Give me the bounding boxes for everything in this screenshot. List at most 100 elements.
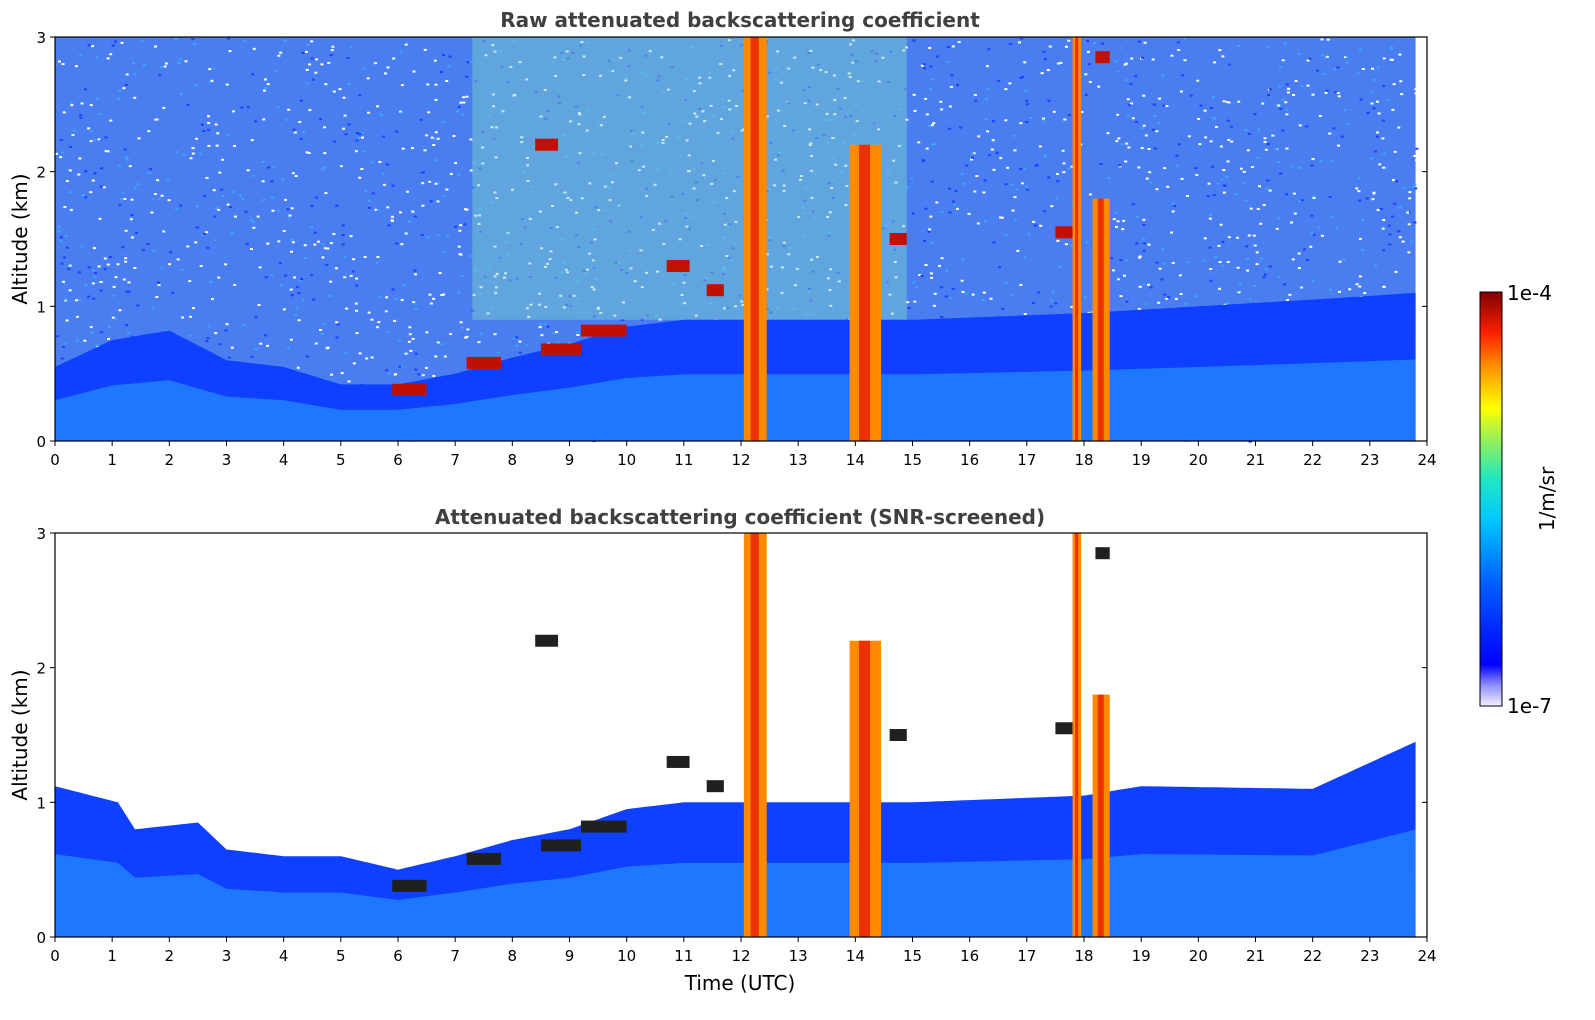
x-axis: 0 1 2 3 4 5 6 7 8 9 10 11 12 13 14 15 16 17 18 19 20 21 22 23 24	[50, 937, 1437, 965]
cloud-feature	[706, 780, 724, 793]
x-tick-label: 14	[846, 947, 865, 965]
x-tick-label: 22	[1303, 451, 1322, 469]
cloud-feature	[540, 343, 581, 356]
x-tick-label: 20	[1189, 947, 1208, 965]
precipitation-core	[1097, 198, 1104, 441]
x-axis: 0 1 2 3 4 5 6 7 8 9 10 11 12 13 14 15 16 17 18 19 20 21 22 23 24	[50, 441, 1437, 469]
cloud-feature	[706, 284, 724, 297]
cloud-feature	[466, 356, 501, 369]
x-tick-label: 5	[336, 451, 346, 469]
x-tick-label: 9	[565, 451, 575, 469]
y-axis: 0 1 2 3	[36, 29, 1427, 451]
x-tick-label: 5	[336, 947, 346, 965]
snr-screened-panel: Attenuated backscattering coefficient (S…	[8, 505, 1437, 995]
chart-title: Raw attenuated backscattering coefficien…	[500, 8, 980, 32]
x-tick-label: 9	[565, 947, 575, 965]
cloud-feature	[889, 729, 907, 741]
heatmap-area	[55, 37, 1419, 443]
precipitation-core	[750, 37, 759, 441]
x-tick-label: 23	[1360, 947, 1379, 965]
cloud-feature	[535, 634, 559, 647]
cloud-feature	[889, 233, 907, 245]
x-tick-label: 20	[1189, 451, 1208, 469]
x-tick-label: 11	[674, 451, 693, 469]
x-tick-label: 8	[508, 451, 518, 469]
y-tick-label: 3	[36, 29, 46, 47]
y-axis-label: Altitude (km)	[8, 669, 32, 800]
x-tick-label: 2	[165, 947, 175, 965]
x-tick-label: 15	[903, 451, 922, 469]
x-tick-label: 21	[1246, 947, 1265, 965]
cloud-feature	[1095, 547, 1110, 560]
colorbar: 1e-4 1e-7 1/m/sr	[1479, 281, 1559, 718]
cloud-feature	[392, 383, 427, 396]
chart-title: Attenuated backscattering coefficient (S…	[435, 505, 1045, 529]
y-tick-label: 1	[36, 298, 46, 316]
x-tick-label: 14	[846, 451, 865, 469]
x-tick-label: 23	[1360, 451, 1379, 469]
precipitation-core	[1075, 37, 1079, 441]
x-tick-label: 17	[1017, 451, 1036, 469]
cloud-feature	[535, 138, 559, 151]
x-tick-label: 0	[50, 451, 60, 469]
y-axis: 0 1 2 3	[36, 525, 1427, 947]
cloud-feature	[580, 324, 627, 337]
cloud-feature	[1055, 226, 1073, 239]
x-tick-label: 7	[450, 451, 460, 469]
elevated-noise-band	[472, 37, 907, 320]
x-tick-label: 0	[50, 947, 60, 965]
x-tick-label: 12	[731, 451, 750, 469]
x-tick-label: 17	[1017, 947, 1036, 965]
colorbar-unit-label: 1/m/sr	[1535, 466, 1559, 531]
x-tick-label: 1	[107, 451, 117, 469]
x-tick-label: 2	[165, 451, 175, 469]
cloud-feature	[666, 259, 690, 272]
colorbar-gradient	[1479, 291, 1503, 707]
colorbar-max-label: 1e-4	[1507, 281, 1552, 305]
precipitation-core	[859, 144, 871, 441]
x-tick-label: 3	[222, 947, 232, 965]
y-axis-label: Altitude (km)	[8, 173, 32, 304]
x-tick-label: 16	[960, 947, 979, 965]
x-tick-label: 7	[450, 947, 460, 965]
cloud-feature	[540, 839, 581, 852]
x-tick-label: 4	[279, 947, 289, 965]
cloud-feature	[1095, 51, 1110, 64]
x-tick-label: 6	[393, 451, 403, 469]
raw-backscatter-panel: Raw attenuated backscattering coefficien…	[8, 8, 1437, 469]
y-tick-label: 3	[36, 525, 46, 543]
x-tick-label: 24	[1417, 451, 1436, 469]
x-tick-label: 4	[279, 451, 289, 469]
x-tick-label: 19	[1132, 451, 1151, 469]
x-tick-label: 15	[903, 947, 922, 965]
heatmap-area	[55, 533, 1416, 937]
y-tick-label: 0	[36, 929, 46, 947]
x-tick-label: 18	[1074, 947, 1093, 965]
cloud-feature	[580, 820, 627, 833]
y-tick-label: 1	[36, 794, 46, 812]
cloud-feature	[392, 879, 427, 892]
y-tick-label: 0	[36, 433, 46, 451]
cloud-feature	[1055, 722, 1073, 735]
x-tick-label: 19	[1132, 947, 1151, 965]
precipitation-core	[859, 640, 871, 937]
x-tick-label: 24	[1417, 947, 1436, 965]
colorbar-min-label: 1e-7	[1507, 694, 1552, 718]
x-tick-label: 12	[731, 947, 750, 965]
x-tick-label: 8	[508, 947, 518, 965]
x-tick-label: 11	[674, 947, 693, 965]
x-tick-label: 10	[617, 947, 636, 965]
x-tick-label: 10	[617, 451, 636, 469]
x-tick-label: 18	[1074, 451, 1093, 469]
x-tick-label: 21	[1246, 451, 1265, 469]
y-tick-label: 2	[36, 164, 46, 182]
x-tick-label: 3	[222, 451, 232, 469]
precipitation-core	[1075, 533, 1079, 937]
x-axis-label: Time (UTC)	[684, 971, 796, 995]
x-tick-label: 13	[789, 947, 808, 965]
x-tick-label: 22	[1303, 947, 1322, 965]
precipitation-core	[1097, 694, 1104, 937]
x-tick-label: 16	[960, 451, 979, 469]
x-tick-label: 6	[393, 947, 403, 965]
